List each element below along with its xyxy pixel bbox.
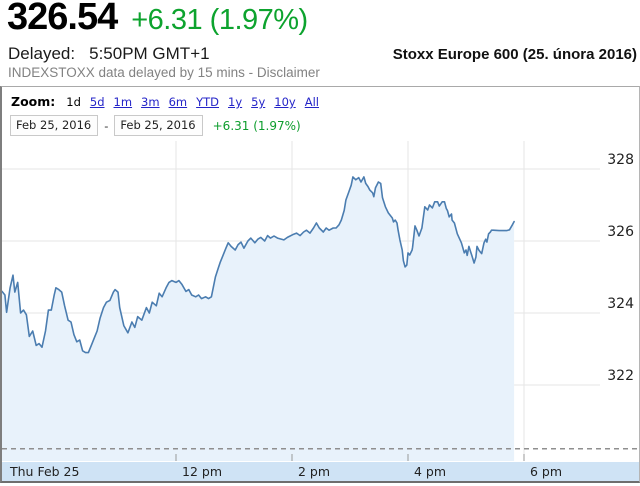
- range-1d-selected[interactable]: 1d: [66, 95, 81, 109]
- range-link-ytd[interactable]: YTD: [196, 95, 220, 109]
- y-axis-label: 328: [607, 152, 634, 168]
- price-chart[interactable]: 12 pm 2 pm 4 pm 6 pm Thu Feb 25 322 324 326 328: [2, 139, 639, 481]
- price-change: +6.31 (1.97%): [131, 4, 308, 36]
- last-price: 326.54: [7, 0, 118, 38]
- disclaimer-row: INDEXSTOXX data delayed by 15 mins - Dis…: [8, 65, 320, 80]
- y-axis-label: 326: [607, 224, 634, 240]
- zoom-toolbar: Zoom: 1d 5d 1m 3m 6m YTD 1y 5y 10y All: [11, 94, 639, 109]
- quote-price-row: 326.54 +6.31 (1.97%): [7, 0, 308, 39]
- x-axis-label: 12 pm: [182, 464, 222, 479]
- range-link-5y[interactable]: 5y: [251, 95, 266, 109]
- range-links: 5d 1m 3m 6m YTD 1y 5y 10y All: [90, 95, 319, 109]
- range-link-5d[interactable]: 5d: [89, 95, 105, 109]
- y-axis-label: 324: [607, 296, 634, 312]
- delayed-label: Delayed:: [8, 44, 76, 63]
- disclaimer-text: INDEXSTOXX data delayed by 15 mins -: [8, 65, 257, 80]
- delayed-status: Delayed: 5:50PM GMT+1: [8, 44, 210, 64]
- x-axis-start-label: Thu Feb 25: [9, 464, 79, 479]
- range-link-3m[interactable]: 3m: [141, 95, 160, 109]
- range-link-6m[interactable]: 6m: [168, 95, 188, 109]
- price-line: [2, 176, 515, 354]
- zoom-label: Zoom:: [11, 94, 56, 109]
- date-from-input[interactable]: Feb 25, 2016: [10, 115, 99, 136]
- toolbar-change: +6.31 (1.97%): [212, 118, 301, 133]
- x-axis-band: [2, 462, 639, 481]
- x-axis-label: 4 pm: [414, 464, 446, 479]
- range-link-1y[interactable]: 1y: [228, 95, 243, 109]
- delayed-time: 5:50PM GMT+1: [89, 44, 210, 63]
- chart-caption: Stoxx Europe 600 (25. února 2016): [392, 46, 637, 63]
- x-axis-label: 2 pm: [298, 464, 330, 479]
- price-area-fill: [2, 176, 515, 461]
- date-range-row: Feb 25, 2016 - Feb 25, 2016 +6.31 (1.97%…: [10, 115, 639, 136]
- y-axis-label: 322: [607, 368, 634, 384]
- date-to-input[interactable]: Feb 25, 2016: [114, 115, 203, 136]
- chart-widget: Zoom: 1d 5d 1m 3m 6m YTD 1y 5y 10y All Feb 25, 2…: [0, 86, 640, 483]
- disclaimer-link[interactable]: Disclaimer: [256, 65, 320, 80]
- range-link-10y[interactable]: 10y: [274, 95, 296, 109]
- x-axis-label: 6 pm: [530, 464, 562, 479]
- range-link-all[interactable]: All: [304, 95, 319, 109]
- range-link-1m[interactable]: 1m: [113, 95, 133, 109]
- date-range-separator: -: [104, 118, 109, 133]
